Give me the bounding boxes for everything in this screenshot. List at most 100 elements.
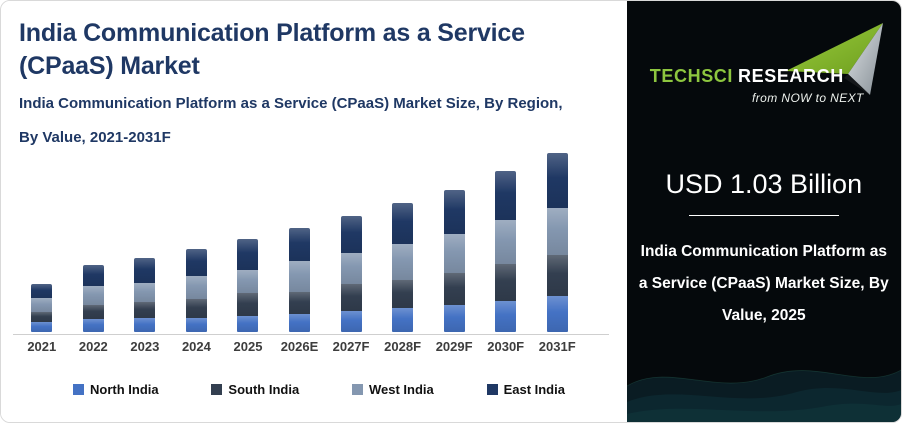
- page-title-line1: India Communication Platform as a Servic…: [19, 19, 525, 47]
- brand-name: TechSci Research: [650, 66, 844, 87]
- legend-swatch: [73, 384, 84, 395]
- x-label-2031F: 2031F: [538, 339, 576, 354]
- segment-east-india: [82, 265, 104, 286]
- segment-north-india: [82, 319, 104, 332]
- x-label-2027F: 2027F: [332, 339, 370, 354]
- legend-swatch: [351, 384, 363, 395]
- paper-plane-icon: [785, 23, 883, 95]
- segment-south-india: [134, 302, 156, 318]
- segment-north-india: [134, 318, 156, 332]
- segment-west-india: [31, 298, 53, 312]
- legend-item-west-india: West India: [351, 382, 434, 397]
- page-title: India Communication Platform as a Servic…: [19, 17, 617, 83]
- x-label-2023: 2023: [130, 339, 160, 354]
- brand-tagline: from NOW to NEXT: [752, 91, 864, 105]
- x-label-2025: 2025: [233, 339, 263, 354]
- segment-west-india: [289, 261, 310, 292]
- segment-east-india: [392, 203, 414, 244]
- segment-north-india: [443, 305, 465, 332]
- brand-name-research: Research: [738, 66, 844, 86]
- bar-2022: [68, 265, 120, 332]
- market-value-headline: USD 1.03 Billion: [665, 169, 863, 199]
- bar-2029F: [428, 190, 480, 332]
- segment-east-india: [185, 249, 207, 276]
- legend-item-south-india: South India: [211, 382, 299, 397]
- segment-south-india: [82, 305, 104, 319]
- caption-line-1: India Communication Platform as: [640, 243, 887, 260]
- segment-north-india: [340, 311, 362, 332]
- segment-east-india: [289, 228, 310, 261]
- segment-east-india: [134, 258, 156, 283]
- segment-west-india: [134, 283, 156, 302]
- segment-north-india: [31, 322, 53, 332]
- x-label-2029F: 2029F: [435, 339, 473, 354]
- x-axis-line: [13, 334, 609, 335]
- segment-east-india: [237, 239, 259, 270]
- chart-subtitle-line2: By Value, 2021-2031F: [19, 129, 171, 146]
- segment-south-india: [546, 255, 568, 296]
- legend-label: East India: [503, 382, 565, 397]
- legend-swatch: [486, 384, 498, 395]
- legend-item-east-india: East India: [486, 382, 565, 397]
- chart-subtitle: India Communication Platform as a Servic…: [19, 95, 617, 146]
- legend-label: West India: [368, 382, 434, 397]
- bar-2026E: [274, 228, 326, 332]
- wave-texture: [626, 369, 901, 422]
- legend-swatch: [211, 384, 223, 395]
- segment-west-india: [443, 234, 465, 273]
- segment-west-india: [185, 276, 207, 299]
- x-axis-labels: 2021 2022 2023 2024 2025 2026E 2027F 2028F 2029F…: [16, 339, 583, 354]
- legend-item-north-india: North India: [73, 382, 159, 397]
- segment-north-india: [289, 314, 310, 332]
- x-label-2022: 2022: [78, 339, 108, 354]
- bar-2023: [119, 258, 171, 332]
- segment-east-india: [546, 153, 568, 208]
- techsci-logo: TechSci Research from NOW to NEXT: [648, 23, 883, 105]
- legend-label: North India: [90, 382, 159, 397]
- side-panel: TechSci Research from NOW to NEXT USD 1.0…: [626, 1, 901, 422]
- segment-south-india: [495, 264, 517, 301]
- segment-west-india: [495, 220, 517, 264]
- segment-east-india: [340, 216, 362, 253]
- market-value-caption: India Communication Platform as a Service…: [639, 236, 889, 332]
- legend-label: South India: [228, 382, 300, 397]
- chart-legend: North India South India West India East Ind…: [73, 382, 565, 397]
- brand-name-techsci: TechSci: [649, 66, 734, 86]
- segment-north-india: [546, 296, 568, 332]
- segment-south-india: [443, 273, 465, 305]
- segment-west-india: [546, 208, 568, 255]
- page-title-line2: (CPaaS) Market: [19, 52, 200, 80]
- bar-2024: [171, 249, 223, 332]
- bar-2025: [222, 239, 274, 332]
- segment-south-india: [392, 280, 414, 308]
- bar-2031F: [531, 153, 583, 332]
- segment-north-india: [495, 301, 517, 332]
- bar-2030F: [480, 171, 532, 332]
- segment-south-india: [185, 299, 207, 318]
- segment-east-india: [31, 284, 53, 298]
- caption-line-2: a Service (CPaaS) Market Size, By: [638, 275, 889, 292]
- segment-north-india: [237, 316, 259, 332]
- x-label-2026E: 2026E: [280, 339, 319, 354]
- x-label-2024: 2024: [181, 339, 211, 354]
- caption-line-3: Value, 2025: [722, 307, 806, 324]
- segment-west-india: [340, 253, 362, 284]
- bar-2027F: [325, 216, 377, 332]
- segment-north-india: [185, 318, 207, 332]
- stacked-bar-chart: [16, 153, 583, 332]
- segment-west-india: [82, 286, 104, 305]
- chart-subtitle-line1: India Communication Platform as a Servic…: [19, 95, 563, 112]
- chart-section: India Communication Platform as a Servic…: [1, 1, 627, 422]
- bar-2028F: [377, 203, 429, 332]
- x-label-2030F: 2030F: [487, 339, 525, 354]
- segment-east-india: [495, 171, 517, 220]
- segment-west-india: [392, 244, 414, 280]
- bar-2021: [16, 284, 68, 332]
- x-label-2028F: 2028F: [384, 339, 422, 354]
- segment-south-india: [289, 292, 310, 314]
- segment-west-india: [237, 270, 259, 293]
- x-label-2021: 2021: [27, 339, 57, 354]
- segment-south-india: [237, 293, 259, 316]
- segment-north-india: [392, 308, 414, 332]
